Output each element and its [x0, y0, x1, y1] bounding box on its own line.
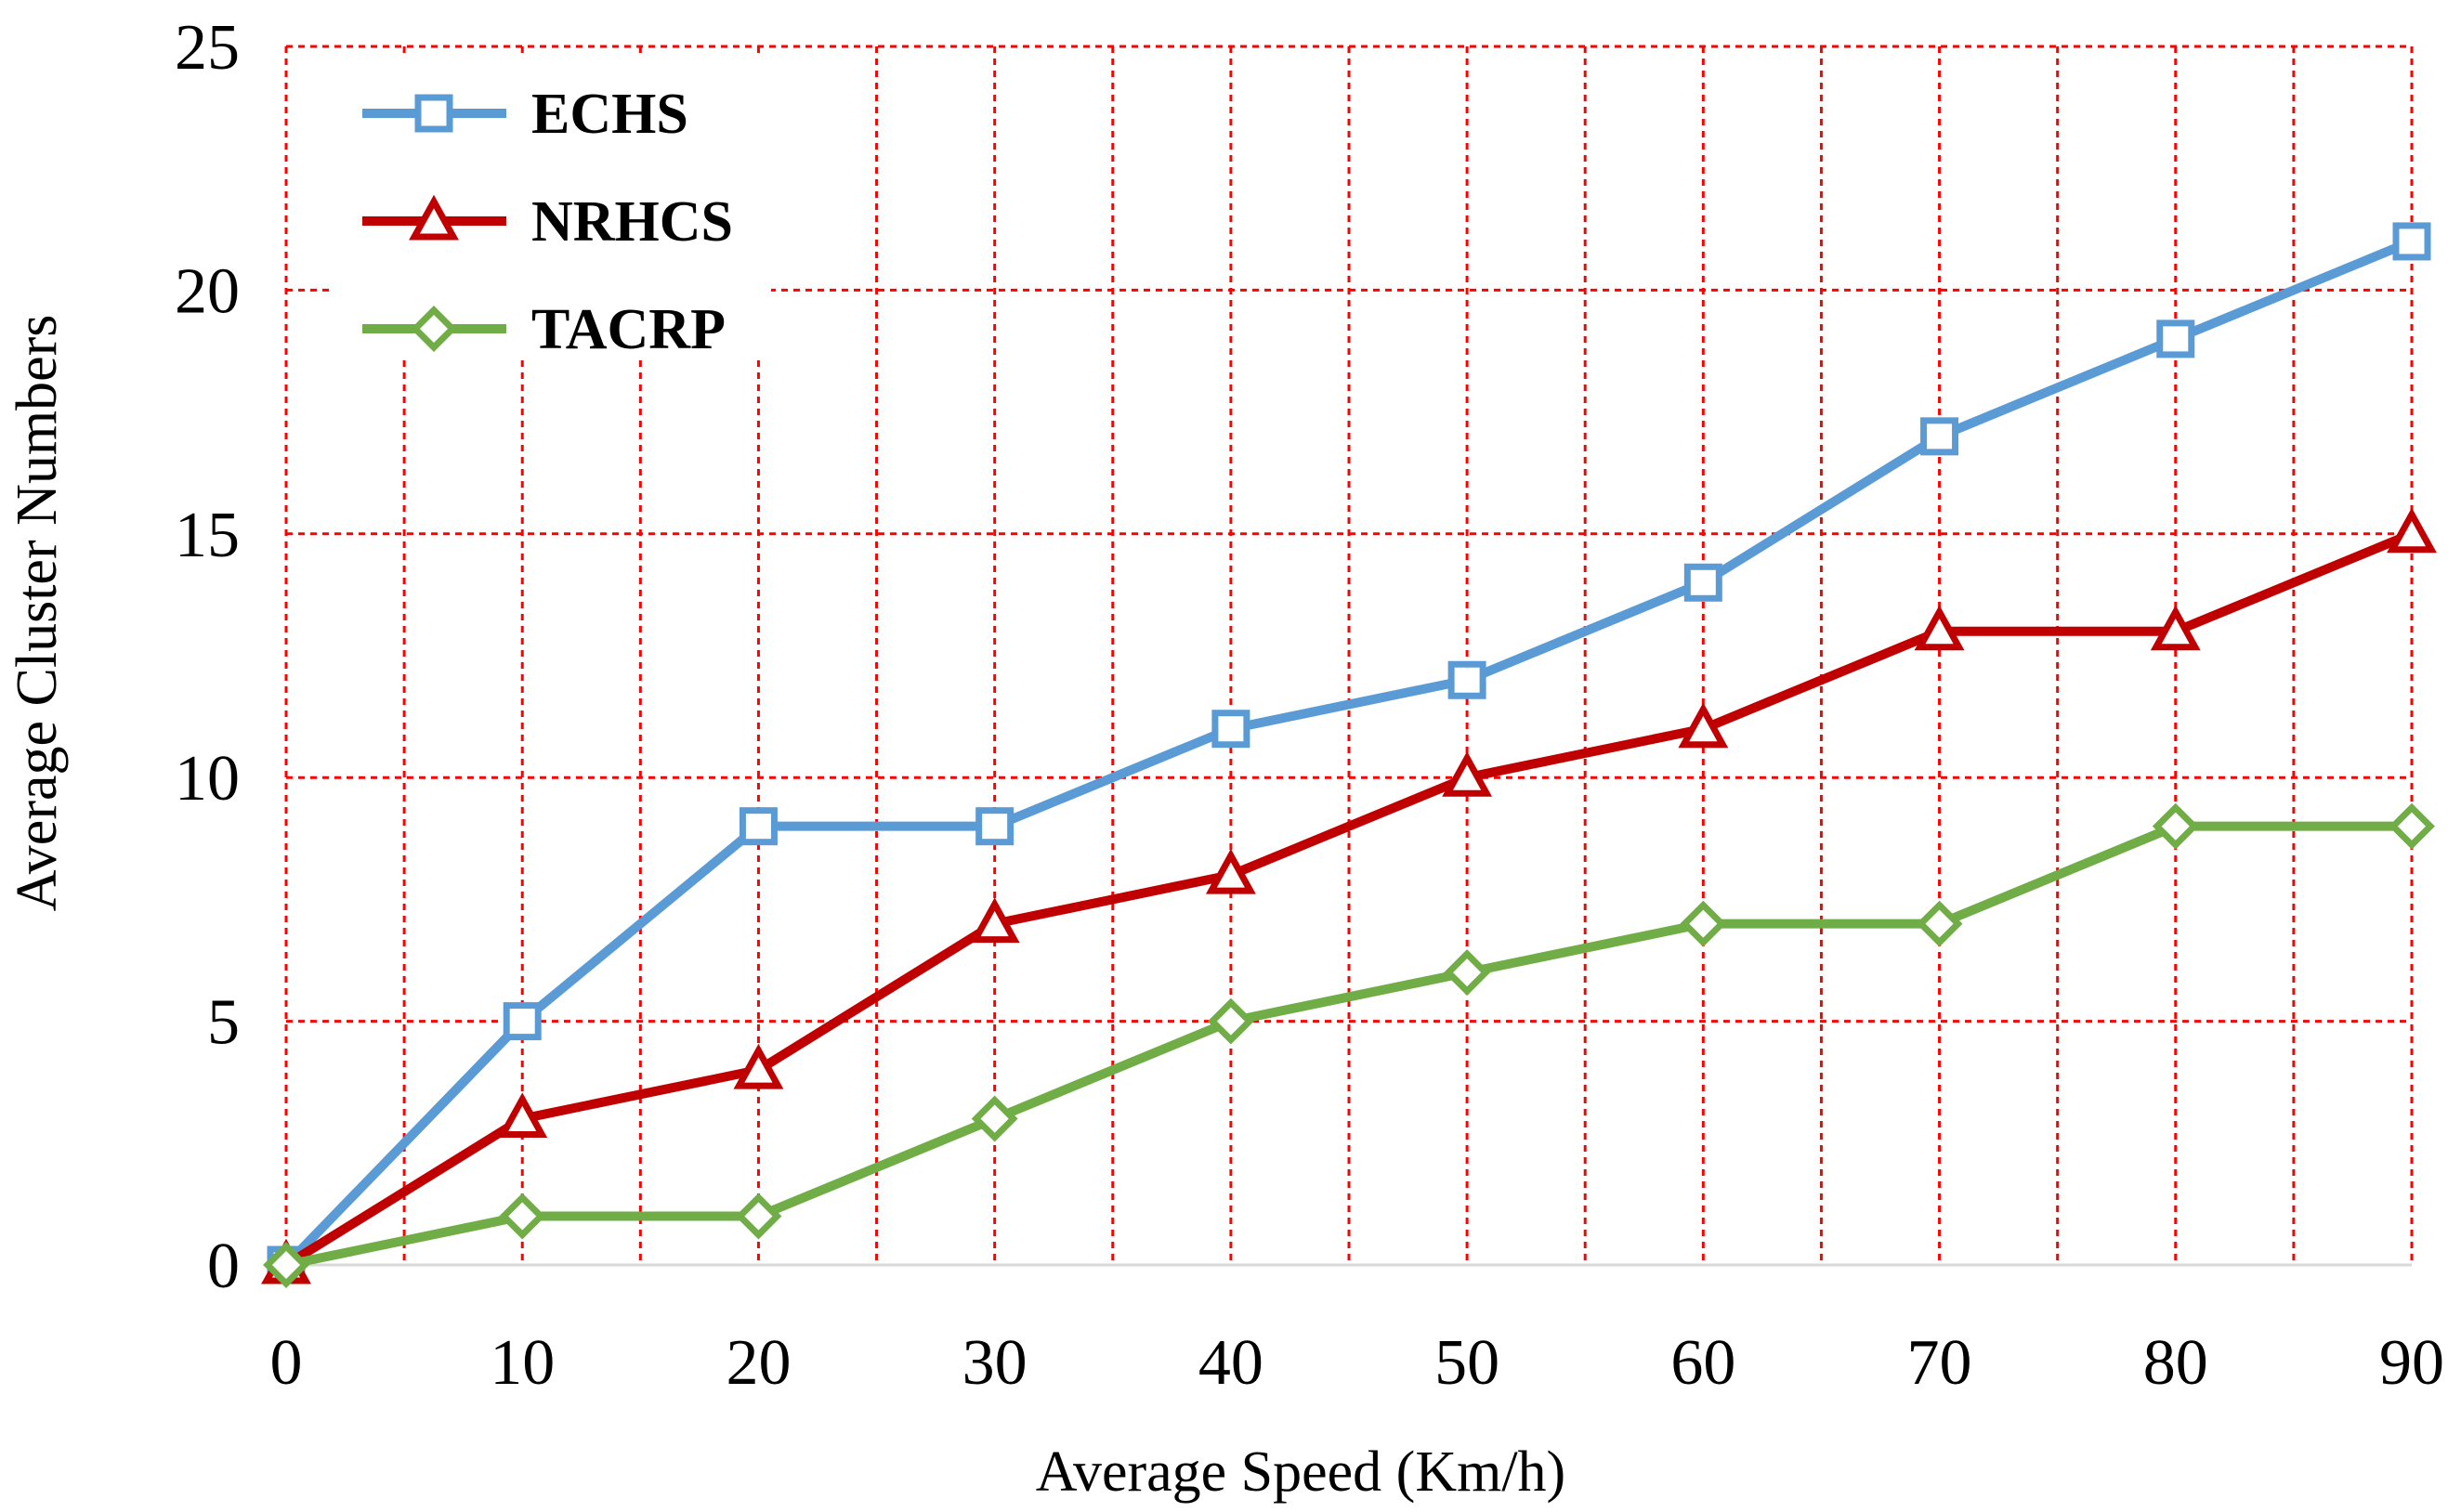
- y-tick-label: 20: [175, 255, 240, 327]
- diamond-marker: [1680, 900, 1727, 947]
- square-marker: [2392, 222, 2431, 261]
- diamond-marker: [1207, 997, 1254, 1045]
- triangle-marker: [1442, 750, 1493, 797]
- square-marker: [503, 1002, 542, 1041]
- y-tick-label: 5: [207, 987, 240, 1059]
- diamond-marker: [2152, 802, 2199, 850]
- x-tick-label: 60: [1670, 1327, 1735, 1399]
- triangle-marker: [969, 897, 1020, 944]
- triangle-marker: [2150, 605, 2201, 651]
- diamond-marker: [971, 1095, 1018, 1142]
- triangle-marker: [409, 194, 459, 241]
- square-marker: [975, 807, 1015, 846]
- series-line: [284, 821, 2412, 1270]
- x-tick-label: 90: [2379, 1327, 2444, 1399]
- legend-item: TACRP: [362, 298, 726, 361]
- legend-label: NRHCS: [531, 190, 733, 254]
- y-tick-labels: 0 5 10 15 20 25: [175, 12, 240, 1302]
- square-marker: [414, 94, 453, 133]
- diamond-marker: [263, 1242, 309, 1288]
- triangle-marker: [497, 1092, 548, 1139]
- square-marker: [2156, 319, 2195, 358]
- square-marker: [739, 807, 778, 846]
- diamond-marker: [2389, 802, 2435, 850]
- triangle-marker: [733, 1043, 784, 1089]
- x-tick-label: 40: [1198, 1327, 1263, 1399]
- diamond-marker: [499, 1193, 546, 1240]
- square-marker: [1683, 563, 1722, 602]
- y-tick-label: 25: [175, 12, 240, 84]
- diamond-marker: [1444, 949, 1491, 997]
- legend-label: ECHS: [531, 83, 688, 146]
- triangle-marker: [1678, 702, 1729, 749]
- y-axis-title: Average Cluster Numbers: [6, 315, 69, 912]
- grid-lines: [284, 45, 2414, 1267]
- x-tick-label: 20: [726, 1327, 791, 1399]
- x-tick-label: 80: [2143, 1327, 2208, 1399]
- series-echs: [267, 222, 2431, 1284]
- x-tick-label: 50: [1434, 1327, 1499, 1399]
- square-marker: [1920, 417, 1959, 456]
- series-nrhcs: [261, 507, 2437, 1284]
- triangle-marker: [1914, 605, 1965, 651]
- diamond-marker: [411, 306, 457, 352]
- series-layer: [261, 222, 2437, 1288]
- x-tick-label: 70: [1907, 1327, 1972, 1399]
- x-axis-title: Average Speed (Km/h): [1036, 1440, 1565, 1504]
- x-tick-label: 10: [490, 1327, 555, 1399]
- triangle-marker: [1205, 848, 1256, 894]
- diamond-marker: [1916, 900, 1963, 947]
- y-tick-label: 10: [175, 743, 240, 815]
- x-tick-label: 30: [962, 1327, 1028, 1399]
- square-marker: [1211, 710, 1250, 749]
- series-tacrp: [263, 802, 2435, 1288]
- legend-background: [334, 54, 771, 360]
- diamond-marker: [735, 1193, 782, 1240]
- x-tick-label: 0: [270, 1327, 303, 1399]
- y-tick-label: 0: [207, 1231, 240, 1302]
- y-tick-label: 15: [175, 500, 240, 571]
- legend-item: ECHS: [362, 83, 688, 146]
- triangle-marker: [2387, 507, 2437, 554]
- series-line: [283, 529, 2414, 1270]
- series-line: [282, 237, 2414, 1269]
- x-tick-labels: 0 10 20 30 40 50 60 70 80 90: [270, 1327, 2445, 1399]
- legend: ECHS NRHCS TACRP: [334, 54, 771, 361]
- square-marker: [1447, 660, 1486, 699]
- legend-item: NRHCS: [362, 190, 733, 254]
- legend-label: TACRP: [531, 298, 726, 361]
